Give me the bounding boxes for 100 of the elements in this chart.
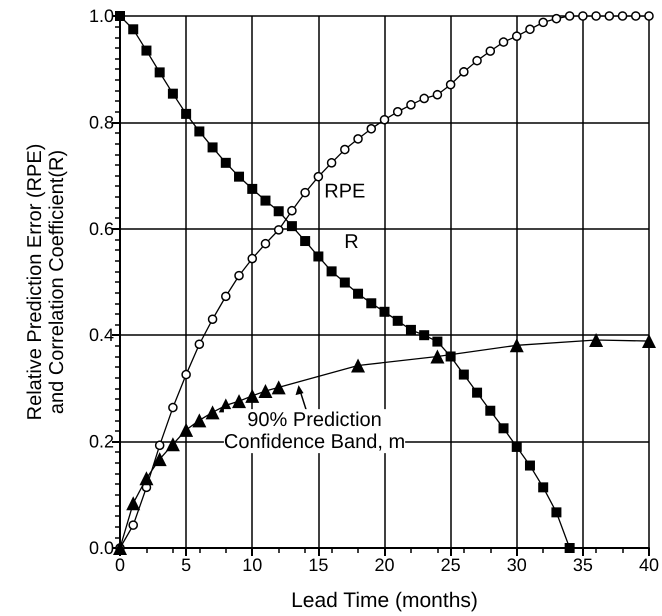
x-tick-label: 35 (572, 555, 593, 575)
x-tick-label: 0 (114, 555, 126, 575)
point (644, 11, 654, 21)
point (326, 266, 337, 276)
x-tick-label: 5 (181, 555, 192, 575)
point (498, 37, 508, 47)
point (168, 88, 178, 99)
annotation: R (344, 231, 359, 254)
point (524, 460, 535, 471)
point (430, 349, 444, 364)
point (366, 298, 376, 308)
point (392, 316, 403, 326)
point (591, 11, 601, 21)
annotation: RPE (324, 180, 366, 203)
point (538, 18, 548, 28)
point (392, 107, 402, 117)
point (248, 254, 257, 264)
point (419, 94, 429, 104)
point (232, 394, 246, 408)
point (510, 338, 524, 352)
point (326, 158, 336, 168)
point (300, 188, 310, 198)
x-tick-label: 25 (440, 555, 461, 575)
point (564, 11, 574, 21)
point (551, 507, 562, 518)
point (472, 56, 482, 66)
point (260, 238, 270, 248)
y-axis-title: Relative Prediction Error (RPE) and Correlation Coefficient(R) (24, 144, 68, 420)
point (472, 388, 482, 398)
point (274, 206, 284, 216)
point (287, 206, 297, 216)
point (141, 46, 152, 56)
point (486, 46, 496, 56)
point (179, 422, 194, 437)
point (380, 114, 390, 124)
point (192, 413, 206, 428)
point (272, 380, 286, 394)
point (234, 172, 244, 182)
point (206, 405, 220, 420)
point (340, 144, 350, 154)
y-tick-label: 0.2 (88, 432, 114, 452)
point (618, 11, 628, 21)
point (564, 543, 575, 553)
annotation: 90% Prediction Confidence Band, m (224, 409, 406, 454)
point (351, 358, 366, 373)
y-tick-label: 0.0 (88, 538, 114, 558)
point (128, 520, 138, 530)
point (126, 496, 140, 510)
point (128, 24, 138, 34)
point (353, 288, 364, 299)
point (446, 80, 456, 90)
point (168, 402, 178, 412)
point (220, 158, 231, 168)
y-tick-label: 1.0 (88, 6, 114, 26)
point (525, 24, 535, 34)
point (419, 330, 430, 340)
point (154, 440, 164, 450)
point (300, 236, 310, 246)
point (154, 67, 165, 78)
x-tick-label: 10 (242, 555, 262, 575)
point (313, 251, 324, 262)
point (642, 334, 656, 348)
point (181, 108, 192, 119)
point (314, 172, 324, 182)
x-tick-label: 15 (308, 555, 328, 575)
point (631, 11, 641, 21)
point (589, 332, 604, 347)
point (406, 100, 416, 110)
point (245, 388, 260, 403)
point (446, 351, 456, 362)
y-tick-label: 0.6 (88, 218, 114, 239)
point (498, 423, 509, 434)
point (260, 196, 270, 206)
point (353, 134, 363, 144)
point (432, 336, 442, 347)
point (221, 292, 231, 302)
point (247, 184, 258, 194)
point (181, 370, 191, 380)
x-axis-title: Lead Time (months) (291, 589, 478, 612)
point (115, 11, 125, 21)
x-tick-label: 20 (374, 555, 395, 575)
point (512, 31, 522, 41)
point (379, 306, 390, 317)
point (538, 482, 548, 492)
point (604, 11, 614, 21)
y-tick-label: 0.8 (88, 112, 114, 132)
point (194, 126, 204, 136)
point (432, 90, 442, 100)
point (552, 14, 562, 24)
point (512, 442, 522, 452)
point (274, 225, 284, 235)
point (406, 324, 416, 335)
point (258, 384, 272, 398)
point (208, 142, 218, 152)
point (166, 437, 180, 452)
point (152, 452, 167, 466)
point (366, 124, 376, 134)
point (286, 221, 297, 232)
point (578, 11, 588, 21)
point (208, 314, 218, 324)
